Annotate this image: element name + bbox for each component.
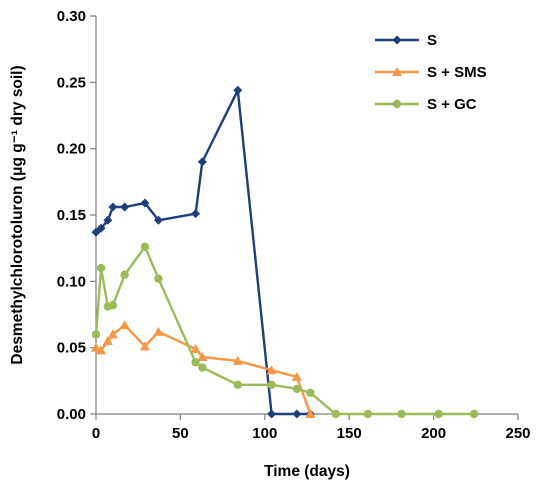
y-tick-label: 0.10 bbox=[57, 273, 86, 290]
data-point bbox=[96, 345, 107, 355]
data-point bbox=[96, 223, 106, 233]
x-tick-label: 50 bbox=[172, 425, 189, 442]
data-point bbox=[198, 363, 207, 372]
data-point bbox=[103, 215, 113, 225]
legend-marker bbox=[392, 99, 402, 109]
data-point bbox=[91, 227, 101, 237]
data-point bbox=[139, 341, 150, 351]
x-axis-title: Time (days) bbox=[264, 463, 350, 480]
data-point bbox=[153, 215, 163, 225]
data-point bbox=[108, 202, 118, 212]
data-point bbox=[292, 384, 302, 393]
data-point bbox=[191, 209, 201, 219]
legend-label: S + GC bbox=[427, 96, 477, 113]
y-tick-label: 0.15 bbox=[57, 207, 86, 224]
legend-entry: S bbox=[375, 32, 437, 49]
x-tick-label: 150 bbox=[337, 425, 362, 442]
data-point bbox=[191, 358, 200, 367]
data-point bbox=[107, 329, 118, 339]
legend: S S + SMS S + GC bbox=[375, 32, 487, 113]
y-axis-title: Desmethylchlorotoluron (μg g⁻¹ dry soil) bbox=[9, 65, 26, 364]
data-point bbox=[331, 409, 340, 419]
data-point bbox=[266, 365, 277, 375]
data-point bbox=[190, 343, 201, 353]
series-1 bbox=[91, 320, 316, 418]
x-tick-label: 200 bbox=[421, 425, 446, 442]
data-point bbox=[96, 263, 106, 273]
y-tick-label: 0.00 bbox=[57, 406, 86, 423]
x-tick-label: 250 bbox=[505, 425, 530, 442]
data-point bbox=[120, 270, 129, 279]
data-point bbox=[291, 371, 302, 381]
legend-marker bbox=[392, 67, 402, 76]
data-point bbox=[197, 351, 208, 361]
legend-entry: S + SMS bbox=[375, 64, 487, 81]
y-tick-label: 0.25 bbox=[57, 74, 86, 91]
data-series bbox=[91, 85, 479, 419]
data-point bbox=[154, 274, 163, 283]
data-point bbox=[267, 409, 277, 419]
data-point bbox=[232, 355, 243, 365]
legend-entry: S + GC bbox=[375, 96, 477, 113]
data-point bbox=[120, 202, 130, 212]
data-point bbox=[91, 342, 101, 352]
data-point bbox=[233, 380, 242, 390]
data-point bbox=[197, 157, 207, 167]
data-point bbox=[305, 409, 316, 418]
data-point bbox=[140, 242, 150, 252]
series-2 bbox=[91, 242, 479, 419]
y-tick-label: 0.30 bbox=[57, 8, 86, 25]
legend-label: S bbox=[427, 32, 437, 49]
data-point bbox=[102, 336, 113, 346]
data-point bbox=[140, 198, 150, 208]
data-point bbox=[108, 301, 118, 310]
data-point bbox=[397, 409, 406, 419]
axes: 0.00 0.05 0.10 0.15 0.20 0.25 0.30 0 50 100 150 200… bbox=[57, 8, 531, 442]
series-line bbox=[94, 245, 475, 416]
series-0 bbox=[91, 85, 315, 419]
data-point bbox=[91, 330, 101, 339]
legend-marker bbox=[392, 35, 402, 45]
data-point bbox=[119, 320, 130, 330]
y-tick-label: 0.20 bbox=[57, 141, 86, 158]
data-point bbox=[292, 409, 302, 419]
legend-label: S + SMS bbox=[427, 64, 487, 81]
data-point bbox=[434, 409, 443, 419]
data-point bbox=[306, 388, 315, 397]
data-point bbox=[233, 85, 243, 95]
data-point bbox=[267, 380, 276, 390]
x-tick-label: 0 bbox=[92, 425, 100, 442]
y-tick-label: 0.05 bbox=[57, 340, 86, 357]
x-tick-label: 100 bbox=[252, 425, 277, 442]
data-point bbox=[153, 326, 164, 336]
data-point bbox=[363, 409, 372, 419]
data-point bbox=[469, 409, 479, 419]
